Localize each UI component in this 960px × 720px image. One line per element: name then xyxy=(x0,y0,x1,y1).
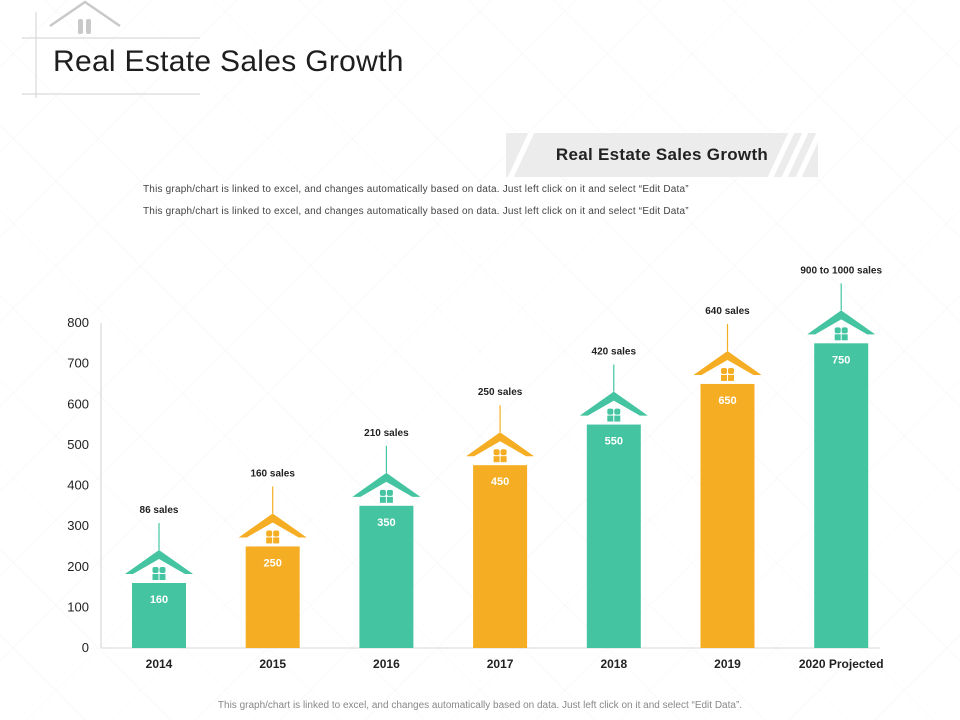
house-roof-icon xyxy=(693,350,762,375)
y-tick-label: 800 xyxy=(67,315,89,330)
corner-house-frame xyxy=(22,0,200,98)
bar xyxy=(814,343,869,648)
house-window-icon xyxy=(721,367,727,374)
data-label: 550 xyxy=(605,436,623,448)
x-tick-label: 2019 xyxy=(714,657,741,671)
bar xyxy=(700,383,755,648)
y-tick-label: 500 xyxy=(67,437,89,452)
description-line-2: This graph/chart is linked to excel, and… xyxy=(143,206,689,217)
y-tick-label: 400 xyxy=(67,478,89,493)
house-window-icon xyxy=(607,408,614,415)
house-roof-icon xyxy=(466,432,535,457)
data-label: 250 xyxy=(264,557,282,569)
data-label: 750 xyxy=(832,354,850,366)
chart-title-banner: Real Estate Sales Growth xyxy=(506,133,818,177)
annotation-label: 420 sales xyxy=(592,347,637,358)
house-window-icon xyxy=(379,489,386,496)
house-window-icon xyxy=(266,530,273,537)
annotation-label: 250 sales xyxy=(478,387,523,398)
house-roof-icon xyxy=(125,550,193,574)
annotation-label: 210 sales xyxy=(364,428,409,439)
x-tick-label: 2015 xyxy=(259,657,286,671)
chart-title: Real Estate Sales Growth xyxy=(555,145,769,164)
y-tick-label: 0 xyxy=(82,640,89,655)
house-window-icon xyxy=(721,374,727,381)
footer-note: This graph/chart is linked to excel, and… xyxy=(217,700,743,711)
house-window-icon xyxy=(493,456,500,463)
house-window-icon xyxy=(834,327,841,334)
house-window-icon xyxy=(841,327,848,334)
description-line-1: This graph/chart is linked to excel, and… xyxy=(143,184,689,195)
y-tick-label: 300 xyxy=(67,518,89,533)
house-window-icon xyxy=(159,567,166,573)
x-tick-label: 2016 xyxy=(373,657,400,671)
y-tick-label: 100 xyxy=(67,599,89,614)
data-label: 450 xyxy=(491,476,509,488)
x-tick-label: 2018 xyxy=(600,657,627,671)
house-window-icon xyxy=(728,367,734,374)
house-window-icon xyxy=(273,530,280,537)
annotation-label: 160 sales xyxy=(250,468,295,479)
bar xyxy=(245,546,300,648)
house-roof-icon xyxy=(352,472,421,497)
annotation-label: 900 to 1000 sales xyxy=(800,265,882,276)
window-icon xyxy=(78,19,83,34)
annotation-label: 640 sales xyxy=(705,306,750,317)
house-window-icon xyxy=(386,496,393,503)
house-window-icon xyxy=(152,567,159,573)
data-label: 350 xyxy=(377,517,395,529)
house-window-icon xyxy=(379,496,386,503)
bar xyxy=(473,465,528,648)
bar xyxy=(132,583,186,648)
house-roof-icon xyxy=(238,513,307,538)
house-window-icon xyxy=(607,415,614,422)
house-window-icon xyxy=(728,374,734,381)
x-tick-label: 2014 xyxy=(146,657,173,671)
page-title: Real Estate Sales Growth xyxy=(53,45,404,78)
house-window-icon xyxy=(834,334,841,341)
house-window-icon xyxy=(614,408,621,415)
house-roof-icon xyxy=(807,310,876,335)
x-tick-label: 2020 Projected xyxy=(799,657,884,671)
data-label: 650 xyxy=(718,395,736,407)
house-window-icon xyxy=(386,489,393,496)
house-window-icon xyxy=(266,537,273,544)
house-window-icon xyxy=(273,537,280,544)
house-window-icon xyxy=(614,415,621,422)
y-tick-label: 200 xyxy=(67,559,89,574)
house-window-icon xyxy=(152,574,159,580)
bar xyxy=(359,505,414,648)
house-window-icon xyxy=(500,449,507,456)
y-tick-label: 700 xyxy=(67,356,89,371)
bar xyxy=(586,424,641,648)
house-roof-icon xyxy=(579,391,648,416)
y-tick-label: 600 xyxy=(67,396,89,411)
house-window-icon xyxy=(159,574,166,580)
house-window-icon xyxy=(841,334,848,341)
data-label: 160 xyxy=(150,594,168,606)
house-window-icon xyxy=(500,456,507,463)
annotation-label: 86 sales xyxy=(140,505,179,516)
house-window-icon xyxy=(493,449,500,456)
x-tick-label: 2017 xyxy=(487,657,514,671)
